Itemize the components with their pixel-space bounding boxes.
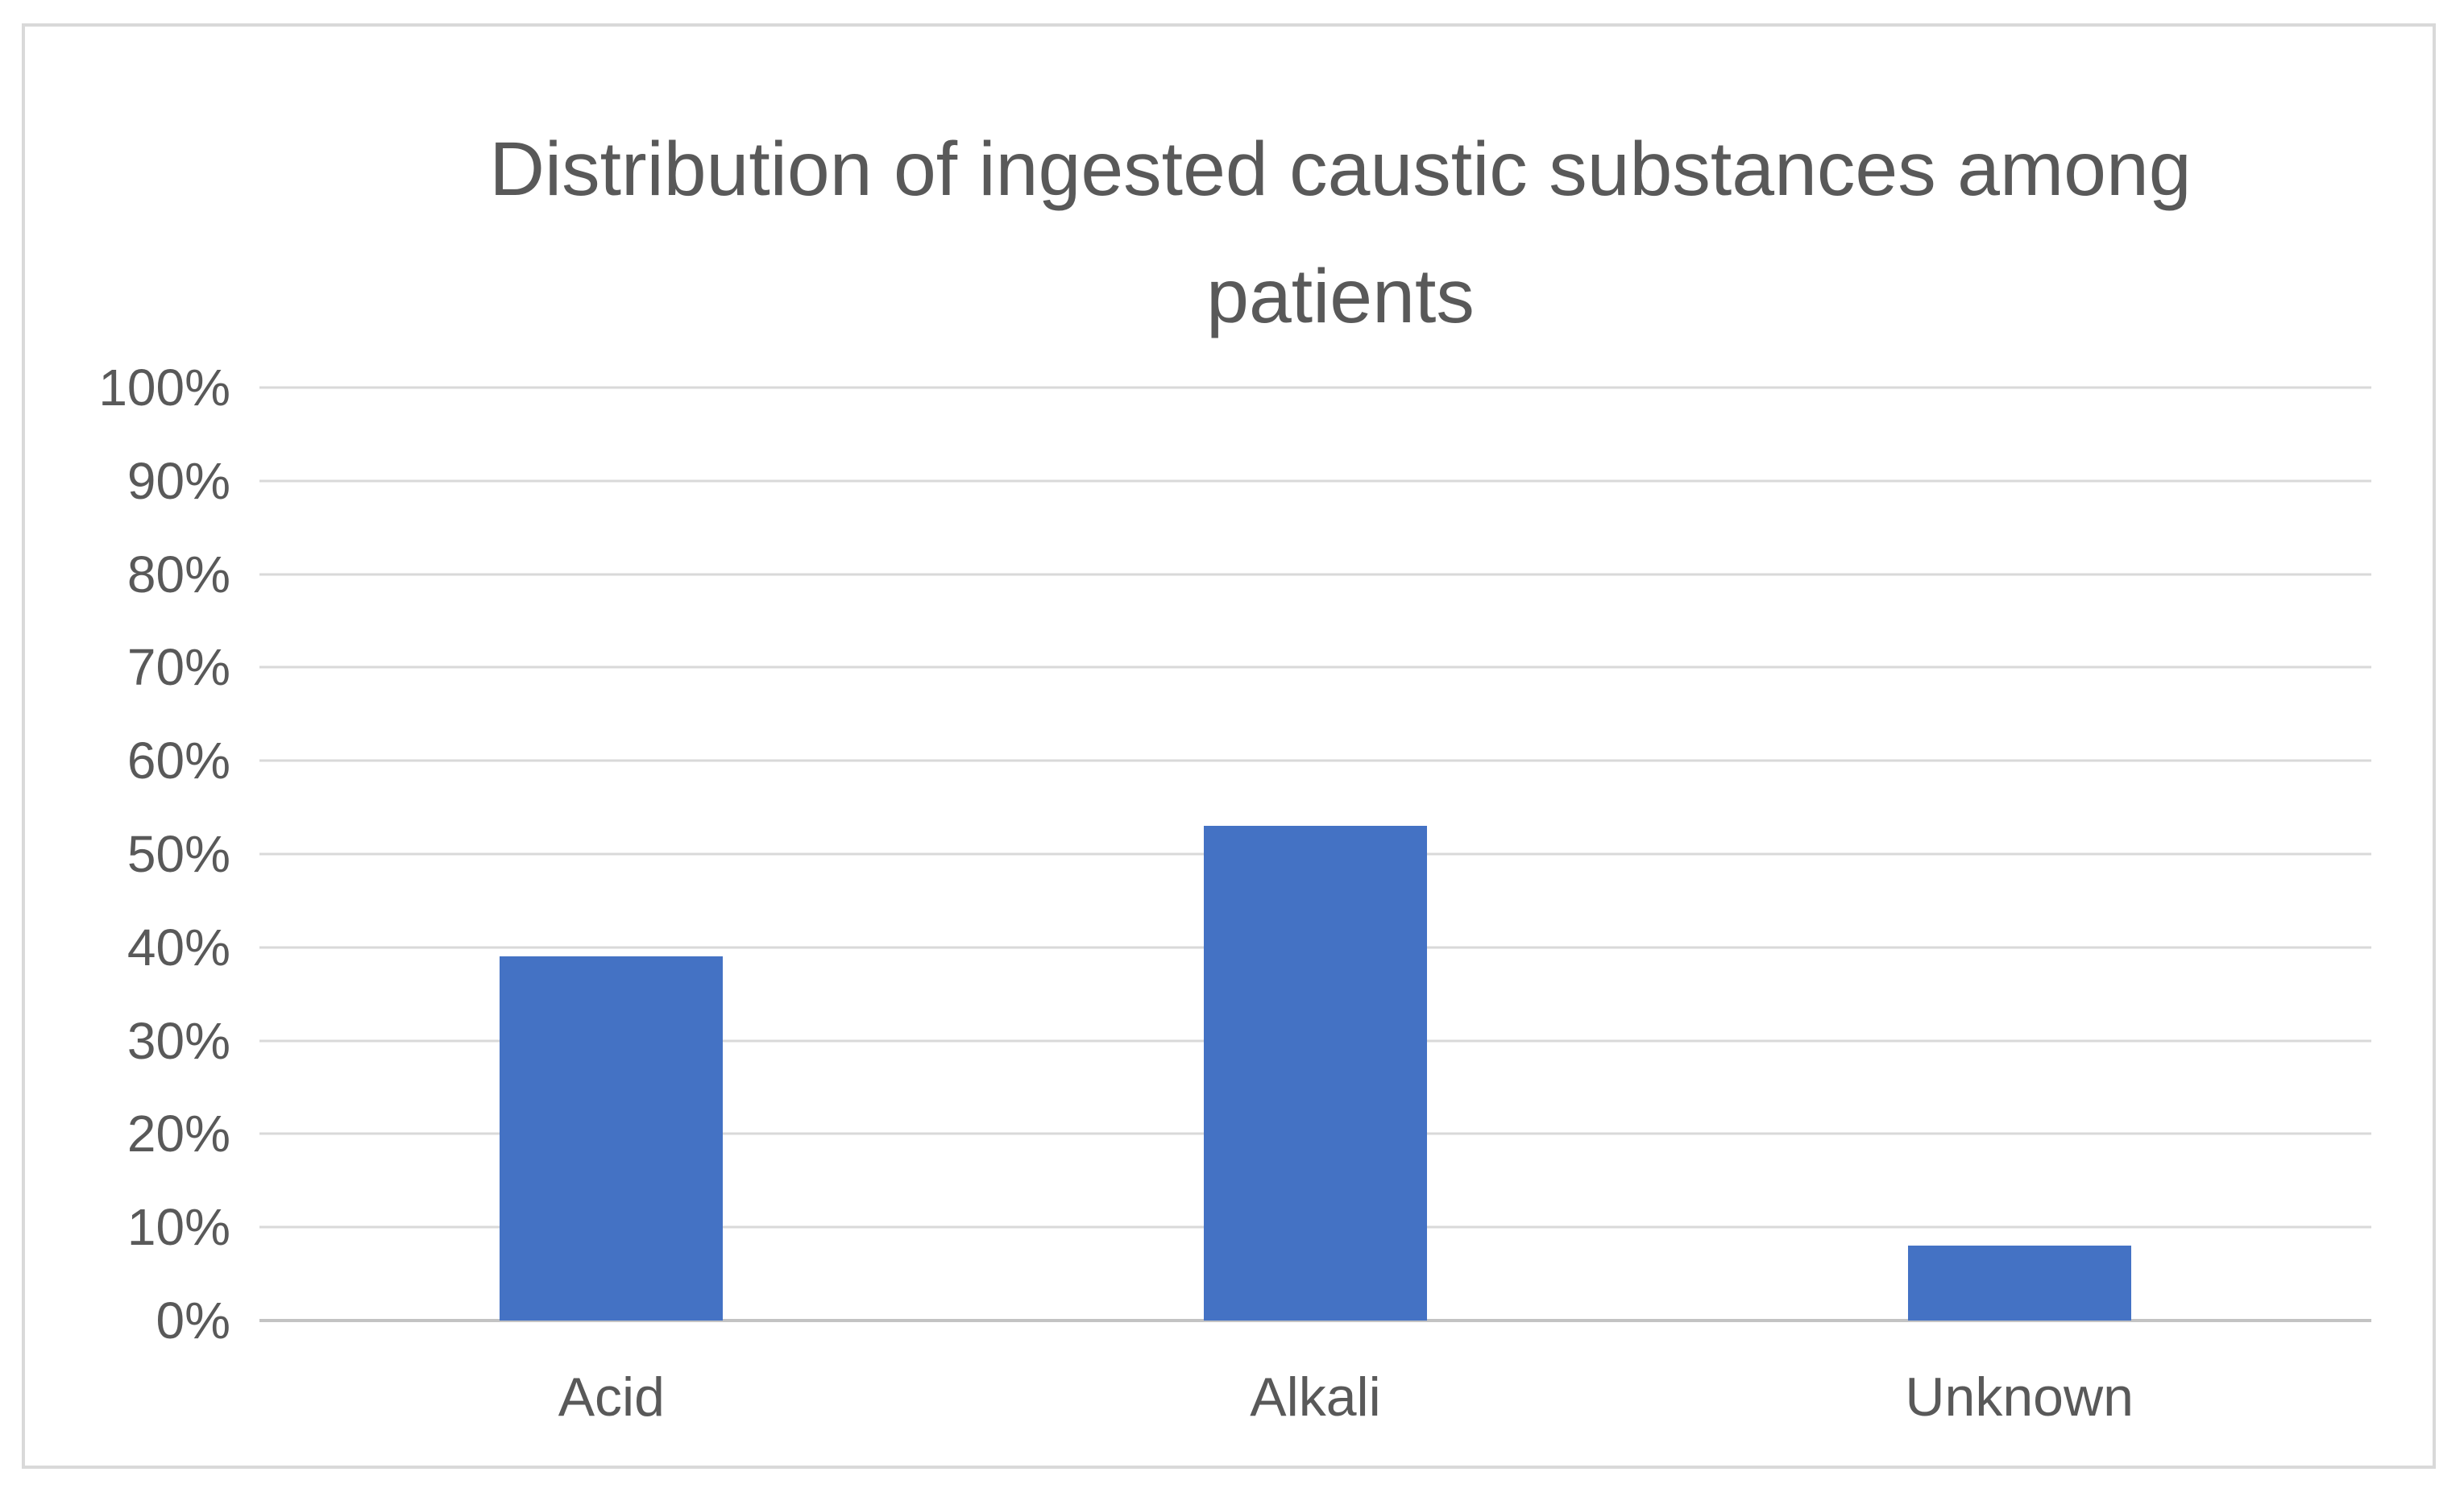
y-tick-label: 100% bbox=[98, 359, 230, 417]
chart-frame: Distribution of ingested caustic substan… bbox=[22, 23, 2436, 1469]
y-gridline bbox=[259, 479, 2371, 483]
x-category-label: Acid bbox=[558, 1366, 665, 1428]
y-gridline bbox=[259, 665, 2371, 669]
y-tick-label: 50% bbox=[127, 825, 230, 883]
bar-alkali bbox=[1204, 826, 1427, 1321]
y-tick-label: 10% bbox=[127, 1198, 230, 1256]
y-tick-label: 20% bbox=[127, 1105, 230, 1163]
y-tick-label: 40% bbox=[127, 918, 230, 976]
y-tick-label: 70% bbox=[127, 638, 230, 696]
y-gridline bbox=[259, 386, 2371, 389]
bar-unknown bbox=[1908, 1246, 2131, 1321]
plot-area bbox=[259, 386, 2371, 1322]
y-tick-label: 0% bbox=[156, 1292, 231, 1350]
y-gridline bbox=[259, 573, 2371, 576]
chart-title-text: Distribution of ingested caustic substan… bbox=[489, 126, 2192, 339]
y-gridline bbox=[259, 759, 2371, 762]
x-axis-line bbox=[259, 1319, 2371, 1322]
y-tick-label: 80% bbox=[127, 545, 230, 603]
bar-acid bbox=[500, 956, 723, 1321]
x-category-label: Alkali bbox=[1250, 1366, 1381, 1428]
y-tick-label: 30% bbox=[127, 1012, 230, 1070]
chart-title: Distribution of ingested caustic substan… bbox=[284, 106, 2396, 360]
y-tick-label: 60% bbox=[127, 732, 230, 790]
y-tick-label: 90% bbox=[127, 452, 230, 510]
x-category-label: Unknown bbox=[1905, 1366, 2134, 1428]
